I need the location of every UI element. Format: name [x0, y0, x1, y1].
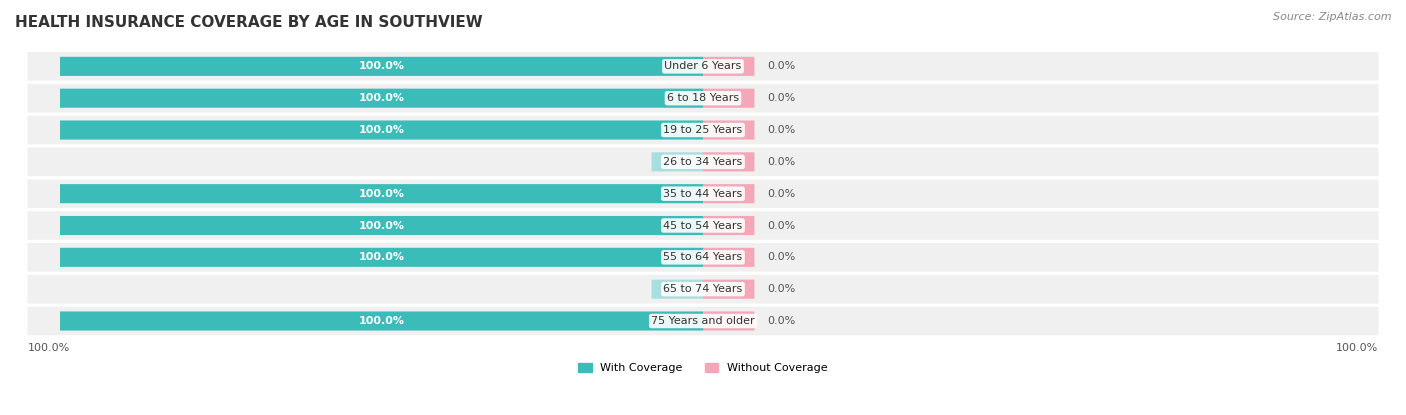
FancyBboxPatch shape [28, 116, 1378, 144]
Text: 100.0%: 100.0% [359, 125, 405, 135]
Text: 6 to 18 Years: 6 to 18 Years [666, 93, 740, 103]
Text: 55 to 64 Years: 55 to 64 Years [664, 252, 742, 262]
Text: 65 to 74 Years: 65 to 74 Years [664, 284, 742, 294]
FancyBboxPatch shape [651, 280, 703, 299]
Text: 0.0%: 0.0% [768, 252, 796, 262]
Text: 0.0%: 0.0% [768, 157, 796, 167]
Text: 0.0%: 0.0% [768, 284, 796, 294]
FancyBboxPatch shape [28, 52, 1378, 81]
Text: 100.0%: 100.0% [359, 220, 405, 230]
Text: 100.0%: 100.0% [359, 93, 405, 103]
FancyBboxPatch shape [703, 184, 755, 203]
Text: 75 Years and older: 75 Years and older [651, 316, 755, 326]
FancyBboxPatch shape [60, 311, 703, 330]
Text: 0.0%: 0.0% [768, 316, 796, 326]
Text: 100.0%: 100.0% [359, 61, 405, 71]
Text: 0.0%: 0.0% [662, 284, 690, 294]
FancyBboxPatch shape [703, 311, 755, 330]
Text: 19 to 25 Years: 19 to 25 Years [664, 125, 742, 135]
Text: Under 6 Years: Under 6 Years [665, 61, 741, 71]
FancyBboxPatch shape [60, 248, 703, 267]
FancyBboxPatch shape [703, 248, 755, 267]
Text: 100.0%: 100.0% [28, 343, 70, 353]
Text: 100.0%: 100.0% [1336, 343, 1378, 353]
Text: 0.0%: 0.0% [768, 61, 796, 71]
FancyBboxPatch shape [28, 179, 1378, 208]
Text: 0.0%: 0.0% [768, 189, 796, 199]
Text: Source: ZipAtlas.com: Source: ZipAtlas.com [1274, 12, 1392, 22]
FancyBboxPatch shape [60, 184, 703, 203]
FancyBboxPatch shape [28, 243, 1378, 272]
FancyBboxPatch shape [703, 120, 755, 139]
FancyBboxPatch shape [60, 120, 703, 139]
Text: 0.0%: 0.0% [768, 93, 796, 103]
Text: 35 to 44 Years: 35 to 44 Years [664, 189, 742, 199]
FancyBboxPatch shape [651, 152, 703, 171]
FancyBboxPatch shape [28, 147, 1378, 176]
FancyBboxPatch shape [703, 89, 755, 108]
Text: 0.0%: 0.0% [768, 125, 796, 135]
Text: 45 to 54 Years: 45 to 54 Years [664, 220, 742, 230]
FancyBboxPatch shape [28, 84, 1378, 112]
Text: 100.0%: 100.0% [359, 316, 405, 326]
Text: 100.0%: 100.0% [359, 189, 405, 199]
FancyBboxPatch shape [703, 152, 755, 171]
FancyBboxPatch shape [60, 57, 703, 76]
FancyBboxPatch shape [28, 275, 1378, 303]
Text: 0.0%: 0.0% [768, 220, 796, 230]
Text: 100.0%: 100.0% [359, 252, 405, 262]
FancyBboxPatch shape [703, 280, 755, 299]
FancyBboxPatch shape [60, 216, 703, 235]
FancyBboxPatch shape [60, 89, 703, 108]
Text: HEALTH INSURANCE COVERAGE BY AGE IN SOUTHVIEW: HEALTH INSURANCE COVERAGE BY AGE IN SOUT… [15, 15, 482, 30]
FancyBboxPatch shape [28, 307, 1378, 335]
FancyBboxPatch shape [703, 216, 755, 235]
Text: 0.0%: 0.0% [662, 157, 690, 167]
FancyBboxPatch shape [703, 57, 755, 76]
Legend: With Coverage, Without Coverage: With Coverage, Without Coverage [574, 359, 832, 378]
Text: 26 to 34 Years: 26 to 34 Years [664, 157, 742, 167]
FancyBboxPatch shape [28, 211, 1378, 240]
